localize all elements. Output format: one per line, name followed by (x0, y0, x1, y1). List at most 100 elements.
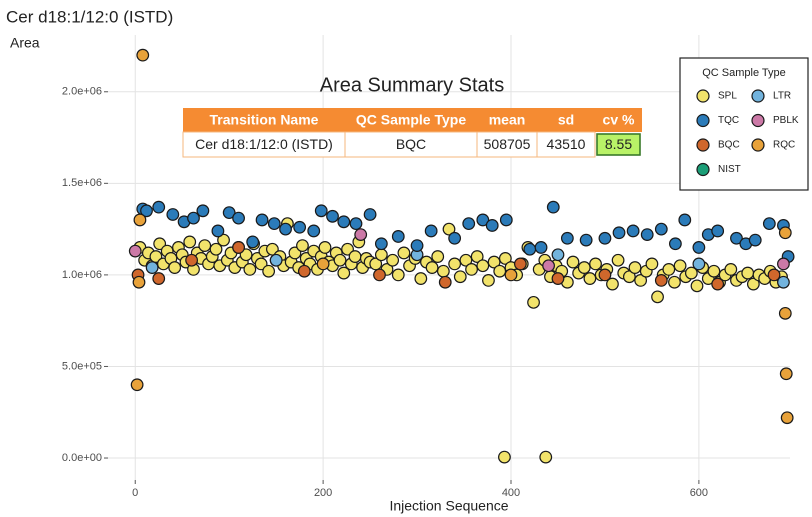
x-axis-label: Injection Sequence (389, 498, 508, 514)
y-tick-label: 1.5e+06 (62, 177, 102, 189)
point (534, 241, 548, 254)
point (397, 246, 411, 260)
point (707, 264, 721, 278)
point (589, 257, 602, 271)
point (626, 224, 640, 238)
chart-title: Cer d18:1/12:0 (ISTD) (6, 7, 173, 26)
point (307, 224, 321, 238)
point (438, 275, 452, 289)
y-tick-label: 0.0e+00 (62, 452, 102, 464)
point (133, 213, 147, 227)
point (668, 237, 682, 251)
point (778, 226, 792, 240)
point (279, 222, 292, 236)
header-cell (477, 108, 537, 132)
point (333, 253, 347, 267)
y-tick-label: 1.0e+06 (62, 269, 102, 281)
point (622, 270, 636, 284)
legend-label: BQC (718, 140, 740, 151)
point (354, 228, 368, 242)
point (579, 233, 593, 247)
legend-swatch (696, 89, 710, 103)
point (448, 257, 462, 271)
point (748, 233, 762, 247)
x-tick-label: 0 (132, 487, 138, 499)
grid: 0.0e+00 5.0e+05 1.0e+06 1.5e+06 2.0e+06 0 200 4… (62, 35, 790, 499)
point (232, 211, 245, 225)
point (498, 450, 511, 464)
point (363, 208, 377, 221)
legend-label: PBLK (773, 115, 799, 126)
point (778, 306, 792, 320)
point (269, 253, 283, 267)
point (546, 200, 560, 214)
point (297, 264, 311, 278)
point (485, 219, 499, 232)
point (246, 235, 260, 249)
header-cell (345, 108, 477, 132)
header-text: mean (489, 112, 526, 128)
point (140, 204, 153, 218)
point (780, 411, 794, 425)
point (196, 204, 210, 218)
point (724, 263, 738, 276)
point (487, 255, 501, 269)
point (211, 224, 225, 238)
point (462, 217, 476, 231)
point (730, 231, 743, 245)
legend-swatch (696, 138, 710, 152)
body-text: 508705 (484, 136, 531, 152)
point (741, 266, 755, 280)
point (267, 217, 281, 231)
header-cell (595, 108, 642, 132)
point (684, 266, 698, 280)
point (152, 272, 166, 285)
point (612, 226, 626, 240)
summary-title: Area Summary Stats (320, 74, 505, 96)
legend-swatch (696, 162, 710, 177)
point (414, 272, 428, 285)
point (654, 222, 668, 236)
point (187, 211, 200, 225)
point (654, 273, 668, 287)
point (668, 275, 681, 289)
point (410, 239, 424, 252)
point (374, 248, 388, 262)
header-text: Transition Name (210, 112, 319, 128)
point (222, 206, 236, 220)
y-tick-label: 2.0e+06 (62, 86, 102, 98)
point (391, 230, 405, 243)
point (628, 261, 642, 274)
point (767, 268, 781, 282)
x-tick-label: 400 (502, 487, 520, 499)
point (431, 250, 445, 263)
point (651, 290, 664, 304)
point (369, 257, 383, 271)
point (527, 295, 540, 309)
point (711, 277, 725, 291)
legend: QC Sample Type SPL LTR TQC PBLK BQC RQC NIST (679, 57, 809, 191)
header-text: sd (558, 112, 574, 128)
point (777, 275, 790, 289)
x-tick-label: 600 (690, 487, 708, 499)
point (598, 231, 612, 245)
point (459, 253, 473, 267)
legend-label: TQC (718, 115, 739, 126)
point (136, 48, 150, 62)
header-cell (537, 108, 595, 132)
point (217, 233, 230, 247)
point (513, 257, 527, 271)
point (690, 279, 704, 293)
point (349, 217, 363, 231)
point (583, 272, 597, 285)
points (128, 48, 795, 464)
body-cell (596, 133, 641, 156)
legend-swatch (751, 89, 765, 103)
point (348, 250, 362, 263)
point (746, 277, 760, 291)
point (673, 259, 687, 273)
point (337, 215, 351, 229)
legend-swatch (751, 113, 765, 128)
point (482, 273, 495, 287)
